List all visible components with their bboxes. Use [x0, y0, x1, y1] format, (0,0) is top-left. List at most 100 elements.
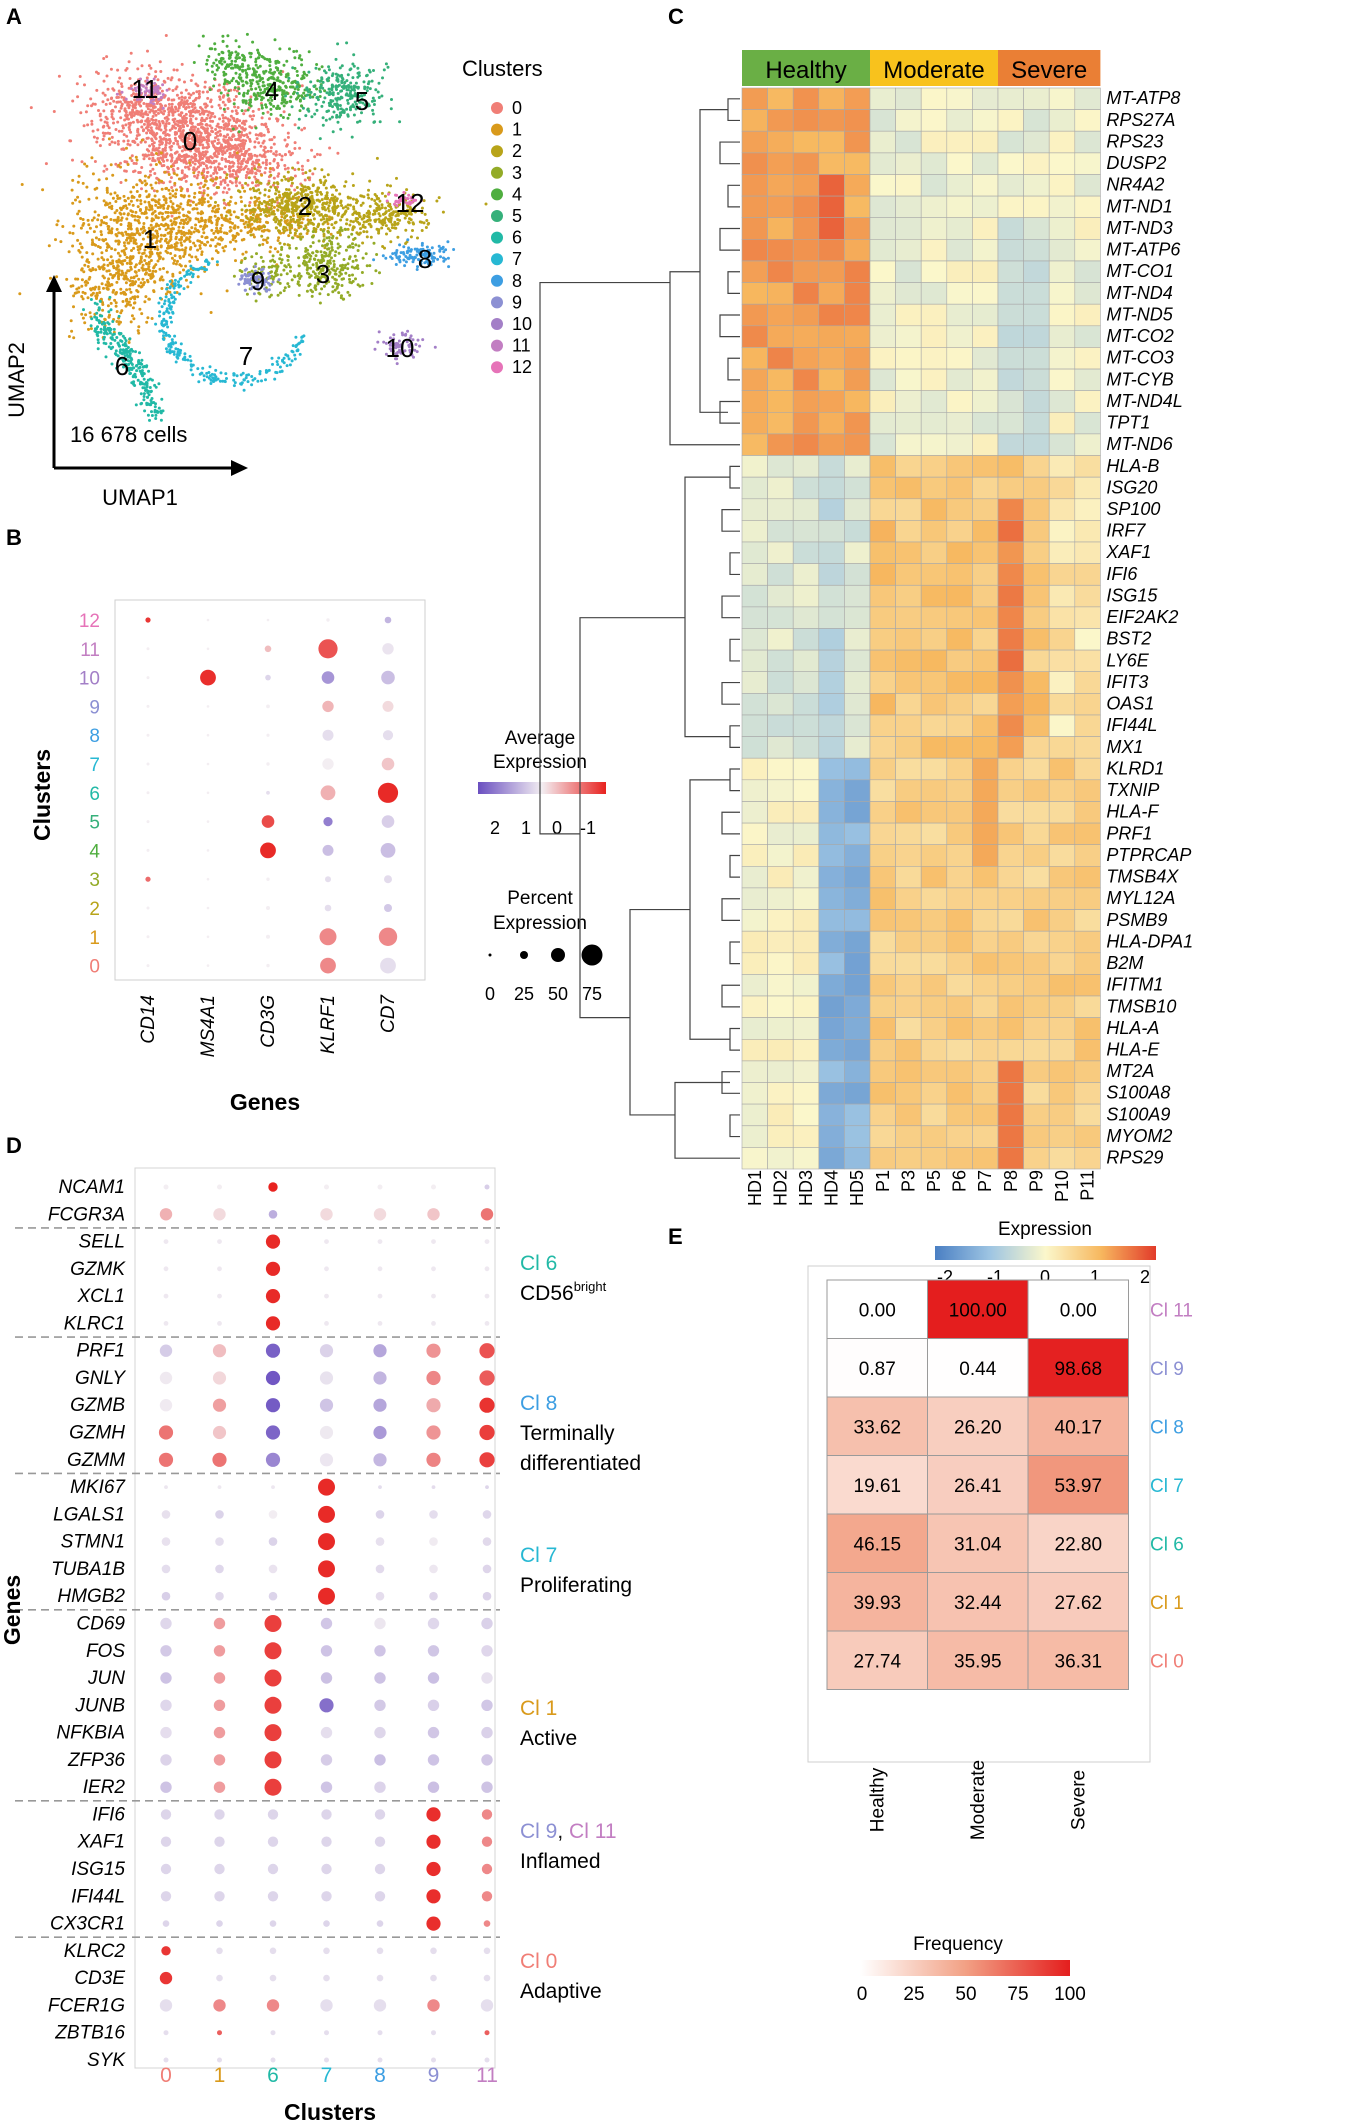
umap-point-c4: [230, 59, 234, 63]
umap-point-c0: [110, 140, 114, 144]
umap-point-c4: [260, 106, 264, 110]
umap-point-c4: [254, 126, 258, 130]
umap-point-c0: [203, 129, 207, 133]
umap-point-c0: [44, 162, 48, 166]
umap-point-c1: [229, 195, 233, 199]
umap-point-c2: [327, 226, 330, 230]
umap-point-c3: [335, 285, 339, 289]
umap-point-c1: [169, 219, 173, 223]
umap-point-c3: [332, 259, 336, 263]
umap-point-c0: [306, 159, 310, 162]
umap-point-c1: [206, 240, 210, 244]
umap-point-c0: [188, 159, 192, 163]
umap-point-c1: [128, 283, 132, 287]
umap-point-c0: [166, 170, 170, 174]
umap-point-c0: [223, 110, 227, 114]
umap-point-c0: [149, 169, 152, 173]
umap-point-c1: [150, 275, 154, 279]
umap-point-c1: [178, 271, 182, 275]
umap-point-c0: [131, 120, 135, 124]
umap-point-c2: [484, 202, 488, 206]
umap-point-c3: [287, 255, 290, 259]
umap-point-c10: [376, 340, 380, 344]
umap-point-c9: [265, 288, 269, 292]
umap-point-c4: [222, 107, 226, 111]
umap-point-c3: [291, 236, 294, 240]
umap-point-c1: [198, 246, 202, 250]
umap-point-c1: [193, 244, 197, 248]
umap-point-c0: [318, 153, 322, 157]
umap-point-c1: [174, 195, 178, 199]
umap-point-c1: [194, 223, 198, 227]
umap-point-c0: [195, 90, 199, 94]
umap-point-c4: [242, 58, 246, 62]
umap-point-c3: [336, 242, 340, 246]
umap-point-c3: [315, 249, 319, 253]
umap-point-c1: [102, 199, 106, 203]
umap-point-c2: [306, 228, 310, 232]
umap-point-c1: [257, 163, 261, 167]
umap-point-c0: [148, 144, 152, 148]
umap-point-c4: [260, 104, 264, 107]
umap-point-c1: [115, 227, 119, 231]
umap-point-c1: [122, 194, 126, 198]
umap-point-c4: [246, 64, 250, 68]
umap-point-c2: [328, 201, 332, 205]
umap-point-c3: [280, 245, 284, 249]
umap-point-c0: [164, 146, 167, 150]
umap-point-c2: [278, 223, 282, 227]
umap-point-c1: [126, 196, 130, 200]
umap-point-c4: [252, 71, 256, 75]
umap-point-c2: [259, 212, 263, 216]
umap-point-c5: [339, 127, 343, 131]
umap-point-c0: [147, 157, 151, 161]
umap-point-c1: [192, 195, 196, 199]
umap-point-c2: [319, 181, 323, 184]
umap-point-c3: [297, 293, 301, 297]
umap-point-c0: [155, 126, 159, 130]
umap-point-c2: [319, 218, 323, 222]
umap-point-c1: [188, 240, 192, 243]
umap-point-c1: [140, 181, 144, 185]
umap-point-c5: [295, 91, 299, 95]
umap-point-c3: [334, 250, 338, 254]
umap-point-c1: [206, 200, 210, 204]
umap-point-c2: [320, 198, 324, 202]
umap-point-c2: [243, 204, 247, 208]
umap-point-c3: [308, 275, 312, 279]
umap-point-c1: [264, 238, 268, 242]
umap-point-c5: [318, 79, 322, 83]
umap-point-c1: [71, 284, 75, 288]
umap-point-c1: [198, 198, 202, 202]
umap-point-c1: [155, 245, 159, 249]
umap-point-c0: [276, 174, 280, 178]
umap-point-c1: [123, 199, 127, 202]
umap-point-c0: [226, 138, 230, 142]
umap-point-c2: [307, 187, 311, 191]
umap-point-c1: [162, 224, 166, 228]
umap-point-c3: [332, 263, 336, 266]
umap-point-c1: [147, 265, 151, 269]
umap-point-c0: [336, 151, 340, 155]
umap-point-c0: [266, 149, 270, 153]
umap-point-c1: [184, 218, 188, 221]
umap-point-c2: [332, 226, 336, 230]
umap-point-c1: [188, 203, 192, 207]
umap-point-c0: [29, 106, 33, 110]
umap-point-c2: [284, 226, 288, 230]
umap-point-c0: [146, 136, 150, 140]
umap-point-c1: [104, 222, 108, 225]
umap-point-c3: [311, 251, 315, 255]
umap-point-c4: [244, 71, 248, 75]
umap-point-c4: [278, 47, 282, 51]
umap-point-c5: [328, 117, 332, 121]
umap-point-c8: [398, 243, 402, 247]
umap-point-c3: [283, 286, 287, 290]
umap-point-c4: [282, 104, 286, 108]
umap-point-c1: [183, 251, 187, 255]
umap-point-c2: [273, 186, 277, 189]
umap-point-c1: [100, 220, 104, 224]
umap-point-c2: [373, 199, 377, 203]
umap-point-c1: [287, 234, 291, 238]
umap-point-c1: [182, 222, 186, 226]
